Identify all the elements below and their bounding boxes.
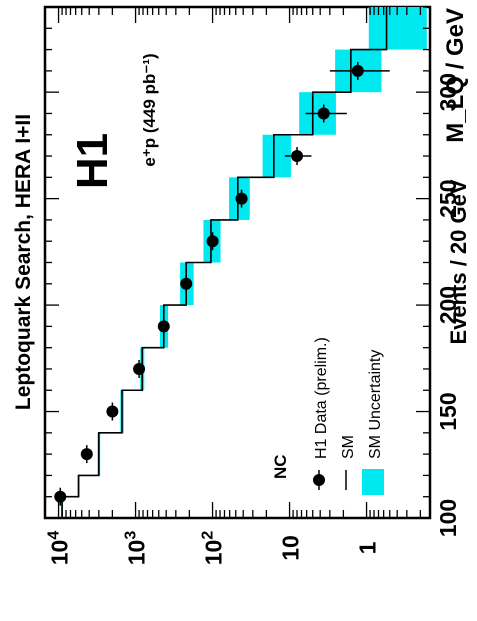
legend-header: NC [271, 454, 290, 479]
data-point [235, 192, 248, 205]
x-tick-label: 150 [435, 392, 461, 430]
x-tick-label: 250 [435, 179, 461, 217]
legend-label-sm: SM [340, 435, 357, 459]
y-tick-label: 103 [123, 531, 150, 566]
x-tick-label: 200 [435, 286, 461, 324]
legend-data-marker [313, 474, 325, 486]
legend-label-band: SM Uncertainty [367, 350, 384, 459]
y-tick-label: 102 [200, 531, 227, 566]
data-point [157, 320, 170, 333]
legend-label-data: H1 Data (prelim.) [313, 337, 330, 459]
y-tick-label: 10 [278, 535, 304, 561]
data-point [206, 235, 219, 248]
legend-band-swatch [362, 469, 384, 495]
data-point [180, 277, 193, 290]
data-point [317, 107, 330, 120]
y-axis-label: Events / 20 GeV [446, 179, 471, 344]
data-point [54, 490, 67, 503]
data-point [291, 150, 304, 163]
data-point [133, 362, 146, 375]
x-axis-label: M_LQ / GeV [442, 8, 469, 143]
data-point [80, 448, 93, 461]
data-point [106, 405, 119, 418]
x-tick-label: 300 [435, 73, 461, 111]
chart-title: Leptoquark Search, HERA I+II [12, 114, 35, 410]
chart-subtitle: e⁺p (449 pb⁻¹) [140, 53, 159, 166]
legend: NC H1 Data (prelim.) SM SM Uncertainty [271, 337, 384, 495]
experiment-label: H1 [68, 133, 117, 189]
axis-layer: 100 150 200 250 300 1 10 102 103 104 [45, 6, 461, 566]
y-tick-label: 104 [46, 531, 73, 566]
x-tick-label: 100 [435, 499, 461, 537]
data-point [351, 64, 364, 77]
y-tick-label: 1 [355, 541, 381, 554]
